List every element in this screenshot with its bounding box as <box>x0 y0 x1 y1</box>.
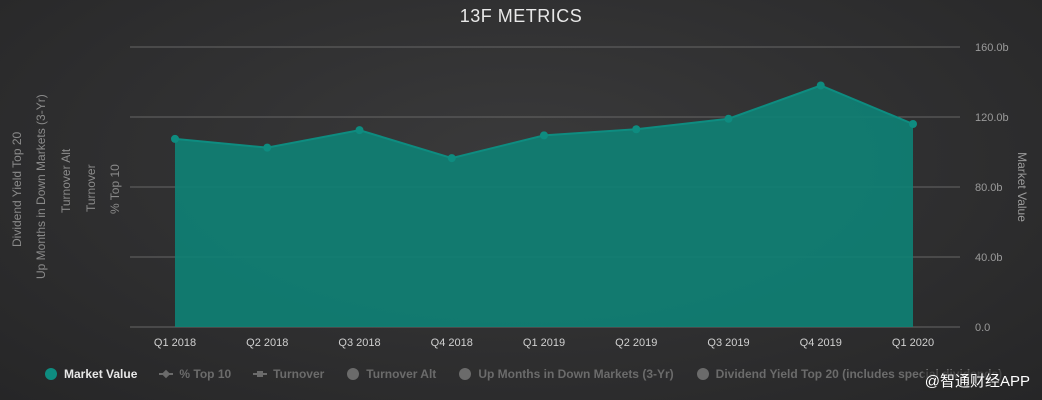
legend-item[interactable]: Turnover <box>253 367 324 381</box>
chart-title: 13F METRICS <box>459 6 583 26</box>
data-point <box>632 125 641 134</box>
x-tick-label: Q2 2019 <box>615 337 657 349</box>
data-point <box>355 126 364 135</box>
legend-symbol-icon <box>346 368 360 380</box>
legend-label: % Top 10 <box>179 367 232 381</box>
x-tick-label: Q3 2019 <box>707 337 749 349</box>
data-point <box>171 134 179 143</box>
x-tick-label: Q1 2020 <box>892 337 934 349</box>
x-tick-label: Q1 2018 <box>154 337 196 349</box>
y-tick-label: 80.0b <box>975 182 1003 194</box>
watermark: @智通财经APP <box>922 370 1032 391</box>
legend-label: Turnover Alt <box>366 367 437 381</box>
x-tick-label: Q2 2018 <box>246 337 288 349</box>
x-tick-label: Q3 2018 <box>338 337 380 349</box>
left-axis-title: Turnover Alt <box>59 148 73 213</box>
legend-symbol-icon <box>458 368 472 380</box>
data-point <box>724 114 733 123</box>
left-axis-title: Up Months in Down Markets (3-Yr) <box>34 94 48 279</box>
x-tick-label: Q1 2019 <box>523 337 565 349</box>
legend-symbol-icon <box>253 368 268 380</box>
left-axis-title: % Top 10 <box>108 164 122 214</box>
legend-symbol-icon <box>44 368 58 380</box>
data-point <box>909 120 917 128</box>
legend-item[interactable]: % Top 10 <box>159 367 231 381</box>
legend-label: Market Value <box>64 367 138 381</box>
data-point <box>447 154 456 163</box>
x-tick-label: Q4 2019 <box>800 337 842 349</box>
y-tick-label: 160.0b <box>975 42 1009 54</box>
legend-item[interactable]: Market Value <box>44 367 137 381</box>
legend-item[interactable]: Turnover Alt <box>346 367 436 381</box>
y-tick-label: 0.0 <box>975 322 990 334</box>
y-tick-label: 40.0b <box>975 252 1003 264</box>
legend-symbol-icon <box>159 368 174 380</box>
y-tick-label: 120.0b <box>975 112 1009 124</box>
legend-label: Up Months in Down Markets (3-Yr) <box>478 367 674 381</box>
legend-label: Turnover <box>273 367 325 381</box>
legend-item[interactable]: Up Months in Down Markets (3-Yr) <box>458 367 674 381</box>
left-axis-title: Turnover <box>84 164 98 212</box>
legend-symbol-icon <box>696 368 710 380</box>
data-point <box>263 143 272 152</box>
legend: Market Value % Top 10 Turnover Turnover Alt… <box>44 366 1004 382</box>
right-axis-title: Market Value <box>1015 152 1029 222</box>
x-tick-label: Q4 2018 <box>431 337 473 349</box>
market-value-area <box>175 85 913 327</box>
data-point <box>816 81 825 90</box>
data-point <box>540 131 548 140</box>
left-axis-title: Dividend Yield Top 20 <box>10 131 24 247</box>
